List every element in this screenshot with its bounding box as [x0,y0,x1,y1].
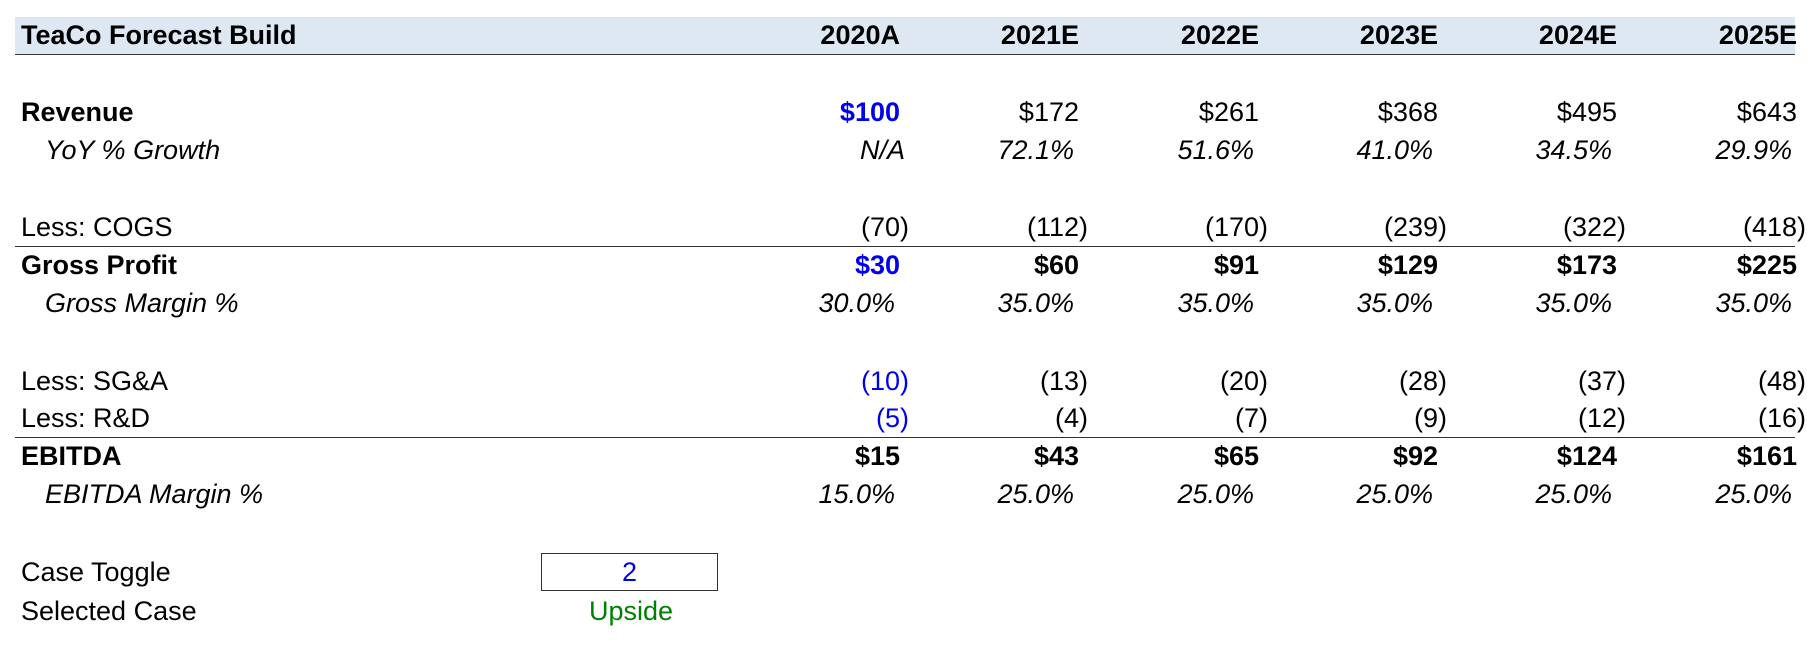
cogs-total-line [15,246,1795,247]
selected-case-label[interactable]: Selected Case [21,596,197,626]
revenue-cell-2025[interactable]: $643 [1736,97,1797,127]
rnd-cell-2025[interactable]: (16) [1757,403,1806,433]
gross-profit-cell-2025[interactable]: $225 [1736,250,1797,280]
gross-margin-cell-2021[interactable]: 35.0% [997,288,1074,318]
gross-margin-cell-2022[interactable]: 35.0% [1177,288,1254,318]
gross-margin-row: Gross Margin % 30.0% 35.0% 35.0% 35.0% 3… [15,285,1795,322]
sga-cell-2021[interactable]: (13) [1039,366,1088,396]
yoy-growth-row: YoY % Growth N/A 72.1% 51.6% 41.0% 34.5%… [15,132,1795,169]
gross-profit-cell-2020[interactable]: $30 [854,250,900,280]
ebitda-margin-cell-2021[interactable]: 25.0% [997,479,1074,509]
sga-cell-2023[interactable]: (28) [1398,366,1447,396]
revenue-cell-2021[interactable]: $172 [1018,97,1079,127]
ebitda-margin-cell-2022[interactable]: 25.0% [1177,479,1254,509]
gross-margin-cell-2024[interactable]: 35.0% [1535,288,1612,318]
header-band [15,17,1795,55]
gross-profit-cell-2023[interactable]: $129 [1377,250,1438,280]
year-header-2[interactable]: 2022E [1180,20,1259,50]
rnd-cell-2020[interactable]: (5) [876,403,909,433]
ebitda-cell-2023[interactable]: $92 [1392,441,1438,471]
revenue-cell-2022[interactable]: $261 [1198,97,1259,127]
case-toggle-row: Case Toggle [15,554,1795,591]
ebitda-cell-2020[interactable]: $15 [854,441,900,471]
cogs-cell-2021[interactable]: (112) [1026,212,1088,242]
ebitda-row: EBITDA $15 $43 $65 $92 $124 $161 [15,438,1797,475]
sga-cell-2025[interactable]: (48) [1757,366,1806,396]
rnd-row: Less: R&D (5) (4) (7) (9) (12) (16) [15,400,1806,437]
cogs-cell-2020[interactable]: (70) [860,212,909,242]
selected-case-row: Selected Case [15,593,1795,630]
gross-margin-cell-2020[interactable]: 30.0% [818,288,895,318]
rnd-cell-2022[interactable]: (7) [1235,403,1268,433]
opex-total-line [15,437,1795,438]
yoy-growth-cell-2024[interactable]: 34.5% [1535,135,1612,165]
ebitda-margin-cell-2023[interactable]: 25.0% [1356,479,1433,509]
gross-margin-cell-2025[interactable]: 35.0% [1715,288,1792,318]
gross-margin-cell-2023[interactable]: 35.0% [1356,288,1433,318]
year-header-3[interactable]: 2023E [1359,20,1438,50]
yoy-growth-cell-2023[interactable]: 41.0% [1356,135,1433,165]
header-row: TeaCo Forecast Build 2020A 2021E 2022E 2… [15,17,1797,54]
gross-profit-cell-2021[interactable]: $60 [1033,250,1079,280]
revenue-label[interactable]: Revenue [21,97,134,127]
case-toggle-input[interactable]: 2 [541,553,718,591]
sga-label[interactable]: Less: SG&A [21,366,169,396]
cogs-cell-2025[interactable]: (418) [1742,212,1806,242]
revenue-row: Revenue $100 $172 $261 $368 $495 $643 [15,94,1797,131]
ebitda-cell-2025[interactable]: $161 [1736,441,1797,471]
year-header-0[interactable]: 2020A [820,20,900,50]
cogs-label[interactable]: Less: COGS [21,212,173,242]
ebitda-cell-2021[interactable]: $43 [1033,441,1079,471]
yoy-growth-cell-2022[interactable]: 51.6% [1177,135,1254,165]
ebitda-cell-2024[interactable]: $124 [1556,441,1617,471]
sga-cell-2020[interactable]: (10) [860,366,909,396]
ebitda-cell-2022[interactable]: $65 [1213,441,1259,471]
gross-profit-row: Gross Profit $30 $60 $91 $129 $173 $225 [15,247,1797,284]
year-header-1[interactable]: 2021E [1000,20,1079,50]
revenue-cell-2020[interactable]: $100 [839,97,900,127]
sga-row: Less: SG&A (10) (13) (20) (28) (37) (48) [15,363,1806,400]
gross-profit-cell-2022[interactable]: $91 [1213,250,1259,280]
ebitda-margin-row: EBITDA Margin % 15.0% 25.0% 25.0% 25.0% … [15,476,1795,513]
rnd-cell-2024[interactable]: (12) [1577,403,1626,433]
cogs-cell-2024[interactable]: (322) [1562,212,1626,242]
ebitda-margin-label[interactable]: EBITDA Margin % [45,479,264,509]
cogs-cell-2023[interactable]: (239) [1383,212,1447,242]
sheet-title: TeaCo Forecast Build [21,20,297,50]
year-header-4[interactable]: 2024E [1538,20,1617,50]
gross-profit-label[interactable]: Gross Profit [21,250,178,280]
rnd-cell-2023[interactable]: (9) [1414,403,1447,433]
year-header-5[interactable]: 2025E [1718,20,1797,50]
revenue-cell-2023[interactable]: $368 [1377,97,1438,127]
sga-cell-2022[interactable]: (20) [1219,366,1268,396]
yoy-growth-label[interactable]: YoY % Growth [45,135,221,165]
ebitda-margin-cell-2020[interactable]: 15.0% [818,479,895,509]
yoy-growth-cell-2021[interactable]: 72.1% [997,135,1074,165]
revenue-cell-2024[interactable]: $495 [1556,97,1617,127]
gross-profit-cell-2024[interactable]: $173 [1556,250,1617,280]
selected-case-value[interactable]: Upside [588,596,674,626]
cogs-row: Less: COGS (70) (112) (170) (239) (322) … [15,209,1806,246]
yoy-growth-cell-2020[interactable]: N/A [859,135,905,165]
ebitda-margin-cell-2025[interactable]: 25.0% [1715,479,1792,509]
ebitda-label[interactable]: EBITDA [21,441,122,471]
cogs-cell-2022[interactable]: (170) [1204,212,1268,242]
rnd-label[interactable]: Less: R&D [21,403,151,433]
case-toggle-label[interactable]: Case Toggle [21,557,171,587]
sga-cell-2024[interactable]: (37) [1577,366,1626,396]
rnd-cell-2021[interactable]: (4) [1055,403,1088,433]
ebitda-margin-cell-2024[interactable]: 25.0% [1535,479,1612,509]
gross-margin-label[interactable]: Gross Margin % [45,288,239,318]
yoy-growth-cell-2025[interactable]: 29.9% [1715,135,1792,165]
